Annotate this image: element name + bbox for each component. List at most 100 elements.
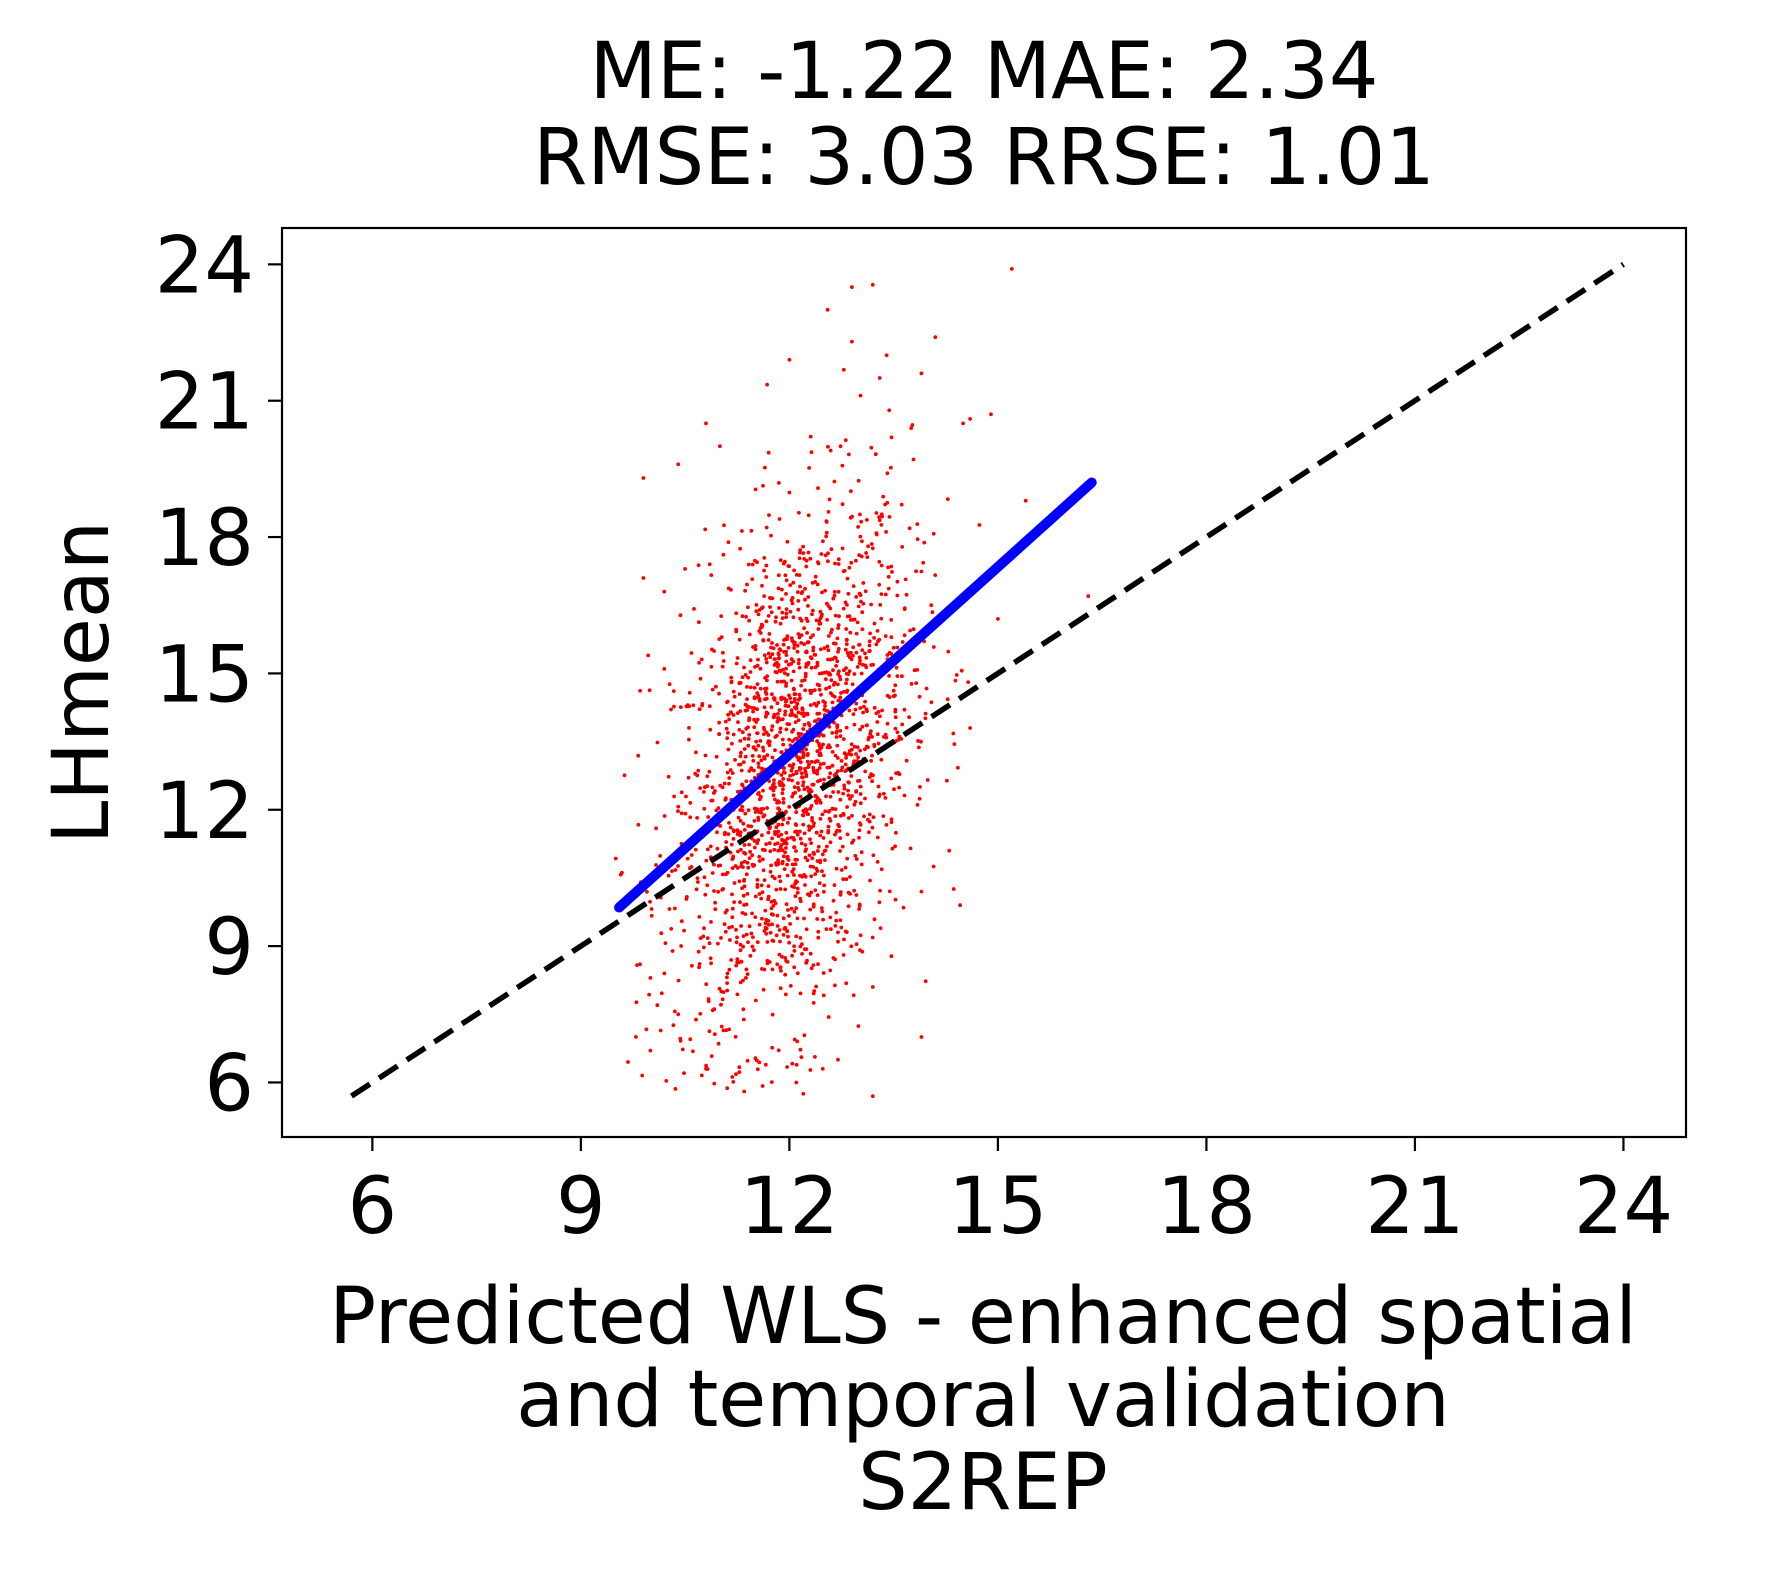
scatter-point [822,777,826,782]
scatter-point [900,640,905,644]
scatter-point [753,894,758,899]
scatter-point [811,1001,816,1005]
scatter-point [731,856,735,861]
scatter-point [626,1060,630,1064]
scatter-point [710,871,715,875]
scatter-point [796,697,801,702]
scatter-point [826,604,831,608]
scatter-point [738,819,743,823]
scatter-point [813,888,818,893]
scatter-point-outlier [877,376,882,380]
scatter-point [770,641,774,645]
scatter-point [746,808,751,813]
scatter-point [809,804,814,808]
x-label-line-2: and temporal validation [516,1355,1450,1445]
scatter-point [703,892,708,897]
x-tick-label-12: 12 [740,1162,839,1252]
scatter-point [787,914,791,918]
scatter-point [748,849,752,854]
scatter-point [826,657,830,662]
scatter-point [749,766,754,771]
scatter-point [740,804,744,809]
scatter-point [804,649,809,654]
scatter-point [831,596,836,601]
scatter-point [794,934,799,939]
scatter-point [923,716,928,721]
scatter-point [865,723,869,728]
scatter-point [734,1072,738,1076]
scatter-point [752,948,756,953]
scatter-point [791,580,796,585]
scatter-point [726,712,730,717]
scatter-point [812,652,817,657]
scatter-point [781,787,785,792]
scatter-point [697,965,701,970]
scatter-point [821,742,825,747]
scatter-point [807,853,812,858]
scatter-point [784,611,789,616]
scatter-point [853,707,858,712]
scatter-point [867,819,872,824]
scatter-point [784,830,789,835]
scatter-point [769,533,773,538]
scatter-point [703,527,708,532]
scatter-point [761,788,765,793]
scatter-point [746,865,751,870]
scatter-point [752,845,757,850]
scatter-point [755,840,760,844]
scatter-point [775,924,780,928]
scatter-point [803,674,808,679]
scatter-point [736,815,741,820]
scatter-point [775,913,780,918]
scatter-point [796,731,801,736]
scatter-point [757,629,762,633]
scatter-point [744,976,748,980]
scatter-point [921,560,926,565]
scatter-point [808,688,812,693]
scatter-point [793,790,797,795]
scatter-point [727,781,731,786]
scatter-point [845,603,849,607]
scatter-point [752,819,757,823]
scatter-point [726,832,731,836]
scatter-point [821,971,826,975]
scatter-point [761,807,766,811]
scatter-point [791,669,796,674]
scatter-point [867,775,872,779]
scatter-point [860,539,864,544]
scatter-point [723,798,728,802]
scatter-point [825,765,830,770]
scatter-point [841,367,846,372]
scatter-point [784,704,789,708]
scatter-point [744,967,749,972]
scatter-point [671,689,676,693]
scatter-point [738,980,743,985]
scatter-point [752,725,757,730]
scatter-point [725,699,730,704]
scatter-point [774,831,779,835]
scatter-point [762,732,766,736]
scatter-point [805,812,810,816]
scatter-point [860,648,865,652]
scatter-point [791,762,796,767]
scatter-point [796,786,801,790]
scatter-point [780,861,785,866]
scatter-point [885,471,890,476]
scatter-point [785,960,790,964]
scatter-point [838,734,843,738]
scatter-point [794,829,799,834]
scatter-point [638,688,642,693]
scatter-point [778,558,783,563]
scatter-point [687,690,692,695]
scatter-point [798,899,803,904]
scatter-point [804,564,809,569]
scatter-point [829,691,833,696]
scatter-point [740,614,745,619]
scatter-point [766,651,771,656]
scatter-point [752,696,757,701]
scatter-point [916,739,920,743]
scatter-point [803,769,808,774]
scatter-point [710,785,715,790]
scatter-point [893,683,898,688]
scatter-point [842,786,847,791]
